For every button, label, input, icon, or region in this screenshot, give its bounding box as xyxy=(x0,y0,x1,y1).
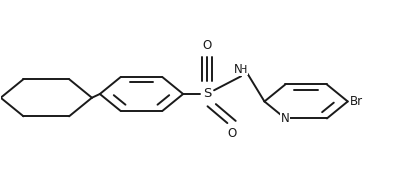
Text: H: H xyxy=(239,65,248,75)
Text: O: O xyxy=(227,127,236,140)
Text: N: N xyxy=(281,112,290,125)
Text: S: S xyxy=(203,87,211,101)
Text: N: N xyxy=(234,63,242,76)
Text: Br: Br xyxy=(350,95,363,108)
Text: O: O xyxy=(202,39,212,52)
